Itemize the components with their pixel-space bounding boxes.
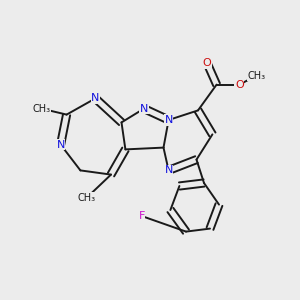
- Text: N: N: [56, 140, 65, 150]
- Text: O: O: [202, 58, 211, 68]
- Text: N: N: [164, 165, 173, 176]
- Text: F: F: [138, 211, 145, 221]
- Text: CH₃: CH₃: [248, 70, 266, 81]
- Text: N: N: [140, 103, 148, 114]
- Text: N: N: [164, 115, 173, 125]
- Text: CH₃: CH₃: [32, 103, 50, 114]
- Text: CH₃: CH₃: [77, 193, 95, 203]
- Text: O: O: [235, 80, 244, 90]
- Text: N: N: [91, 93, 100, 103]
